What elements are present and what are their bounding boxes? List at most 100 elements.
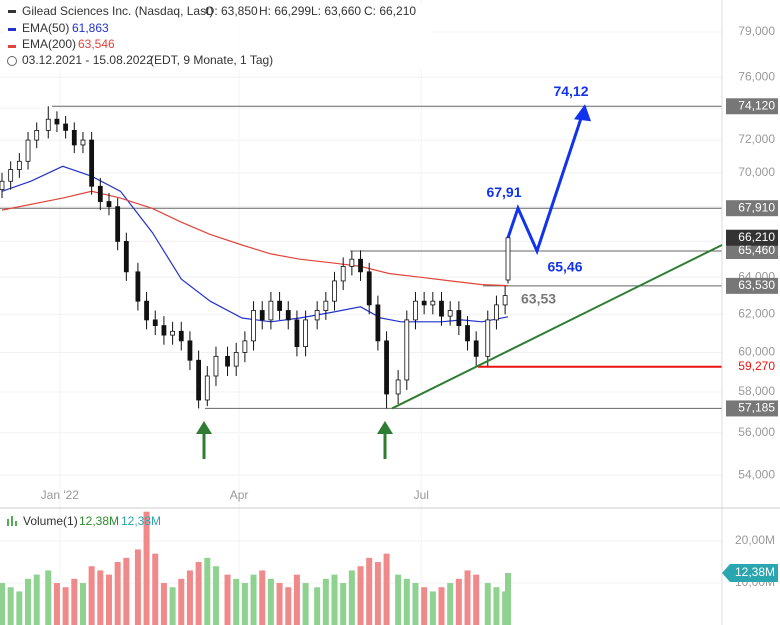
candle-body [34, 130, 40, 141]
y-tick-label: 70,000 [738, 165, 775, 179]
price-badge [726, 358, 778, 375]
volume-bar [302, 583, 309, 625]
candle-body [259, 310, 265, 321]
volume-bar [16, 591, 23, 625]
candle-body [135, 271, 141, 302]
candle-body [314, 310, 320, 321]
candle-body [115, 206, 121, 242]
price-badge-label: 67,910 [738, 200, 775, 214]
candle-body [242, 340, 248, 353]
candle-body [71, 130, 77, 146]
price-badge-label: 57,185 [738, 401, 775, 415]
volume-bar [204, 557, 211, 625]
candle-body [233, 352, 239, 367]
candle-body [123, 241, 129, 273]
volume-bar [250, 574, 257, 625]
volume-bar [195, 562, 202, 625]
price-badge [726, 277, 778, 294]
volume-bar [241, 583, 248, 625]
volume-bar [340, 583, 347, 625]
candle-body [349, 258, 355, 267]
volume-bar [331, 574, 338, 625]
candle-body [89, 139, 95, 187]
candle-body [170, 330, 175, 336]
ohlc: C: 66,210 [364, 4, 416, 18]
volume-bar [285, 587, 292, 625]
volume-bar [62, 587, 69, 625]
ohlc: L: 63,660 [311, 4, 361, 18]
ohlc: H: 66,299 [259, 4, 311, 18]
volume-icon [11, 516, 13, 526]
candle-body [303, 319, 309, 348]
price-badge-label: 65,460 [738, 243, 775, 257]
volume-bar [169, 587, 176, 625]
level-annotation: 63,53 [521, 291, 556, 307]
legend-name: EMA(200) [22, 37, 76, 51]
signal-arrow-head [377, 421, 393, 434]
y-tick-label: 56,000 [738, 425, 775, 439]
candle-body [384, 340, 389, 395]
price-badge-label: 66,210 [738, 230, 775, 244]
volume-bar [447, 583, 454, 625]
candle-body [8, 169, 14, 182]
candle-body [421, 300, 427, 306]
price-badge [726, 98, 778, 115]
candle-body [332, 280, 337, 302]
volume-bar [123, 557, 130, 625]
candle-body [225, 355, 230, 367]
candle-body [502, 295, 508, 306]
volume-bar [429, 591, 436, 625]
x-tick-label: Jul [414, 488, 429, 502]
ema-line [1, 190, 509, 287]
candle-body [439, 300, 444, 317]
trendline [391, 244, 723, 410]
x-tick-label: Jan '22 [41, 488, 80, 502]
volume-bar [114, 562, 121, 625]
volume-bar [493, 587, 500, 625]
candle-body [97, 185, 103, 202]
volume-bar [152, 553, 159, 625]
arrow-head [574, 104, 591, 122]
volume-bar [160, 583, 167, 625]
price-badge [726, 400, 778, 417]
volume-badge-label: 12,38M [735, 565, 775, 579]
clock-icon [7, 56, 17, 66]
candle-body [494, 304, 499, 321]
volume-bar [374, 562, 381, 625]
projection-label: 67,91 [486, 184, 521, 200]
candle-body [268, 300, 274, 321]
volume-bar [421, 587, 428, 625]
volume-bar [0, 583, 5, 625]
volume-badge [722, 564, 778, 583]
candle-body [395, 379, 401, 395]
projection-label: 65,46 [547, 259, 582, 275]
candle-body [430, 300, 436, 306]
title: Gilead Sciences Inc. (Nasdaq, Last) [22, 4, 213, 18]
y-tick-label: 58,000 [738, 384, 775, 398]
volume-bar [484, 583, 491, 625]
candle-body [25, 139, 31, 162]
volume-bar [212, 566, 219, 625]
legend-value: 61,863 [72, 21, 109, 35]
candle-body [213, 355, 219, 377]
signal-arrow-head [196, 421, 212, 434]
volume-bar [97, 570, 104, 625]
volume-bar [438, 587, 445, 625]
candle-body [0, 180, 5, 191]
candle-body [63, 123, 69, 131]
volume-bar [7, 587, 14, 625]
candle-body [473, 340, 479, 357]
legend-swatch [8, 45, 16, 48]
legend: Gilead Sciences Inc. (Nasdaq, Last) O: 6… [3, 4, 433, 70]
date-range: 03.12.2021 - 15.08.2022 [22, 53, 153, 67]
y-tick-label: 72,000 [738, 132, 775, 146]
candle-body [161, 325, 167, 336]
candle-body [187, 340, 193, 361]
overlay: 67,91 65,46 74,12 63,53 74,120 67,910 65,460 63… [196, 83, 778, 583]
volume-bar [403, 578, 410, 625]
volume-bar [412, 583, 419, 625]
ohlc: O: 63,850 [205, 4, 258, 18]
legend-swatch [8, 10, 16, 13]
y-tick-label: 60,000 [738, 345, 775, 359]
